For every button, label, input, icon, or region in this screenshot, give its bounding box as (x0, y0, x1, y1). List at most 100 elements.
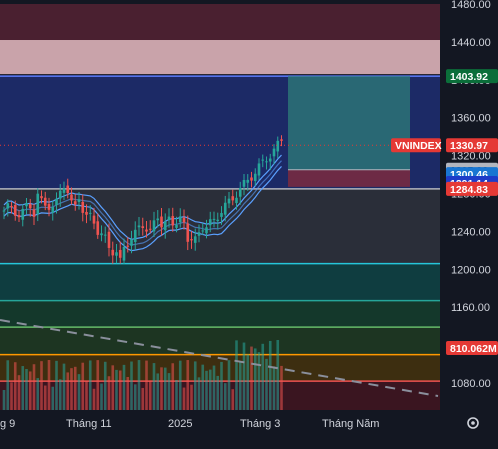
ma-line (3, 165, 282, 252)
volume-bar (13, 362, 17, 410)
price-zone (0, 40, 440, 75)
volume-bar (81, 362, 85, 410)
volume-bar (111, 365, 115, 410)
candle-body (175, 224, 178, 228)
candle-body (231, 196, 235, 201)
settings-gear-icon[interactable] (467, 417, 479, 429)
price-zones (0, 4, 440, 410)
price-tags: 1403.921330.971305.061300.461291.141284.… (391, 69, 498, 355)
candle-body (115, 252, 118, 256)
price-tag-bg (446, 138, 498, 153)
candle-body (242, 180, 246, 187)
candle-body (40, 196, 43, 199)
volume-bar (178, 360, 182, 410)
volume-bar (103, 361, 107, 410)
price-tick-label: 1080.00 (451, 378, 491, 390)
volume-bar (246, 354, 250, 410)
candle-body (190, 239, 193, 241)
candle-body (36, 193, 40, 215)
candle-body (216, 219, 220, 222)
candle-body (265, 161, 268, 163)
volume-bar (250, 346, 253, 410)
candle-body (13, 205, 17, 216)
candle-body (130, 239, 133, 246)
price-tag-bg (446, 69, 498, 84)
candle-body (186, 223, 190, 242)
target-zone (288, 76, 410, 170)
candle-body (92, 215, 96, 224)
candle-body (126, 245, 130, 247)
price-tick-label: 1320.00 (451, 151, 491, 163)
volume-bar (66, 372, 70, 410)
price-tick-label: 1200.00 (451, 264, 491, 276)
price-tag: VNINDEX (395, 140, 442, 152)
volume-bar (70, 368, 73, 410)
volume-bar (107, 376, 111, 410)
candle-body (133, 229, 137, 242)
candle-body (257, 163, 261, 176)
volume-bar (40, 361, 43, 410)
candle-body (62, 188, 66, 193)
candle-body (276, 140, 280, 152)
volume-bar (190, 384, 193, 410)
volume-bar (156, 373, 160, 410)
candle-body (2, 210, 6, 212)
candle-body (227, 198, 231, 204)
volume-bar (235, 340, 238, 410)
volume-bar (227, 360, 231, 410)
volume-bar (73, 366, 77, 410)
candle-body (66, 185, 70, 193)
volume-bar (242, 342, 246, 410)
gear-ring (467, 417, 479, 429)
volume-tag-bg (446, 341, 498, 355)
volume-bar (118, 370, 122, 410)
candlesticks (2, 135, 283, 265)
candle-body (118, 249, 122, 258)
volume-bar (212, 365, 216, 410)
stop-zone (288, 169, 410, 187)
volume-bar (231, 389, 235, 410)
volume-bar (238, 361, 242, 410)
price-tag-bg (391, 138, 441, 153)
time-axis-bg (0, 410, 498, 449)
volume-bar (257, 352, 261, 410)
candle-body (212, 218, 216, 220)
volume-bar (216, 375, 220, 410)
volume-bar (141, 387, 145, 410)
volume-bar (115, 369, 118, 410)
candle-body (21, 208, 25, 220)
candle-body (32, 209, 36, 217)
gear-center (471, 421, 475, 425)
volume-bar (272, 366, 276, 410)
price-zone (0, 381, 440, 410)
candle-body (201, 230, 205, 232)
volume-bar (36, 378, 40, 410)
volume-bar (197, 377, 201, 410)
volume-bar (205, 370, 208, 410)
time-tick-label: Tháng 11 (66, 418, 112, 430)
candle-body (96, 221, 100, 235)
candle-body (167, 216, 171, 221)
volume-bar (201, 364, 205, 410)
candle-body (17, 215, 21, 218)
candle-body (145, 229, 148, 232)
volume-bar (77, 374, 81, 410)
candle-body (55, 198, 58, 206)
support-resistance-lines (0, 75, 440, 382)
candle-body (238, 187, 242, 197)
volume-bar (167, 373, 171, 410)
candle-body (47, 203, 51, 210)
volume-bar (88, 360, 92, 410)
volume-bar (130, 361, 133, 410)
volume-bar (122, 364, 126, 410)
price-zone (0, 263, 440, 301)
candle-body (171, 216, 175, 226)
volume-bar (253, 348, 257, 410)
candle-body (280, 139, 283, 141)
candle-body (51, 207, 55, 213)
trend-line (0, 319, 439, 397)
volume-bar (25, 369, 28, 410)
candle-body (100, 233, 103, 236)
candle-body (103, 234, 107, 236)
